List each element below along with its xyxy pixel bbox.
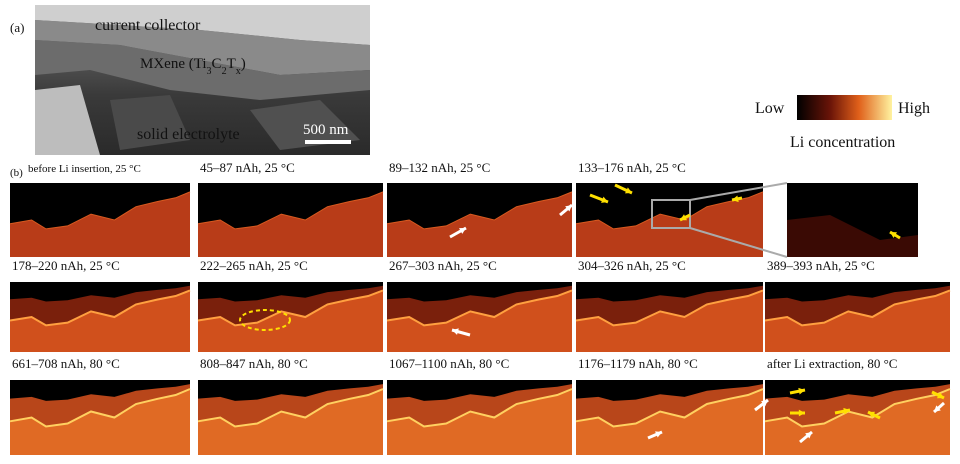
- arrow-head: [625, 187, 632, 194]
- sem-image: [35, 5, 370, 155]
- arrow-head: [601, 196, 608, 203]
- mxene-part: T: [227, 56, 236, 72]
- mxene-layer: [576, 384, 763, 427]
- frame-label: 89–132 nAh, 25 °C: [389, 160, 490, 175]
- arrow-head: [890, 232, 897, 239]
- electrolyte-label: solid electrolyte: [137, 126, 240, 143]
- arrow-head: [937, 392, 944, 399]
- interface-edge: [9, 289, 191, 327]
- arrow-head: [798, 409, 805, 417]
- electrolyte-region: [576, 290, 763, 352]
- mxene-layer: [576, 285, 763, 326]
- frame-label: before Li insertion, 25 °C: [28, 163, 141, 175]
- arrow-head: [805, 432, 812, 439]
- mxene-layer: [387, 285, 572, 326]
- frame-label: 45–87 nAh, 25 °C: [200, 160, 295, 175]
- mxene-label: MXene (Ti3C2Tx): [140, 56, 246, 77]
- frame-label: 222–265 nAh, 25 °C: [200, 258, 308, 273]
- mxene-part: MXene (Ti: [140, 56, 207, 72]
- frame-label: 389–393 nAh, 25 °C: [767, 258, 875, 273]
- electrolyte-region: [387, 191, 572, 257]
- mxene-part: ): [241, 56, 246, 72]
- frame-label: 661–708 nAh, 80 °C: [12, 356, 120, 371]
- interface-edge: [386, 191, 573, 230]
- mxene-layer: [198, 384, 383, 427]
- arrow-head: [761, 400, 768, 407]
- mxene-layer: [387, 384, 572, 427]
- frame-label: 267–303 nAh, 25 °C: [389, 258, 497, 273]
- zoom-line: [689, 182, 788, 201]
- interface-edge: [575, 388, 764, 428]
- mxene-part: 2: [222, 66, 227, 77]
- panel-b-label: (b): [10, 167, 23, 179]
- electrolyte-region: [198, 191, 383, 257]
- arrow-head: [452, 328, 459, 335]
- scale-bar-label: 500 nm: [303, 122, 349, 138]
- colorbar-high: High: [898, 100, 930, 117]
- electrolyte-region: [576, 191, 763, 257]
- electrolyte-region: [198, 389, 383, 455]
- colorbar-title: Li concentration: [790, 134, 895, 151]
- frame-label: 1176–1179 nAh, 80 °C: [578, 356, 698, 371]
- interface-edge: [9, 388, 191, 428]
- mxene-layer: [10, 285, 190, 326]
- interface-edge: [197, 289, 384, 327]
- zoom-feature: [787, 215, 918, 257]
- frame-label: 304–326 nAh, 25 °C: [578, 258, 686, 273]
- mxene-layer: [765, 384, 950, 427]
- current-collector-label: current collector: [95, 17, 201, 34]
- mxene-part: x: [236, 66, 241, 77]
- arrow-head: [680, 214, 687, 221]
- arrow-head: [843, 407, 850, 415]
- zoom-box: [651, 199, 691, 229]
- electrolyte-region: [10, 389, 190, 455]
- frame-label: after Li extraction, 80 °C: [767, 356, 897, 371]
- interface-edge: [386, 388, 573, 428]
- arrow-head: [655, 431, 662, 438]
- electrolyte-region: [765, 290, 950, 352]
- interface-edge: [764, 388, 951, 428]
- panel-a-label: (a): [10, 20, 24, 35]
- interface-edge: [575, 289, 764, 327]
- arrow-head: [565, 205, 572, 212]
- interface-edge: [764, 289, 951, 327]
- mxene-layer: [10, 384, 190, 427]
- electrolyte-region: [387, 389, 572, 455]
- frame-label: 133–176 nAh, 25 °C: [578, 160, 686, 175]
- frame-label: 808–847 nAh, 80 °C: [200, 356, 308, 371]
- frame-label: 1067–1100 nAh, 80 °C: [389, 356, 509, 371]
- interface-edge: [386, 289, 573, 327]
- arrow-head: [798, 387, 805, 395]
- mxene-part: C: [212, 56, 222, 72]
- interface-edge: [197, 191, 384, 230]
- electrolyte-region: [576, 389, 763, 455]
- mxene-part: 3: [207, 66, 212, 77]
- arrow-head: [732, 195, 739, 203]
- frame-label: 178–220 nAh, 25 °C: [12, 258, 120, 273]
- electrolyte-region: [765, 389, 950, 455]
- electrolyte-region: [387, 290, 572, 352]
- zoom-line: [689, 227, 788, 258]
- arrow-head: [459, 228, 466, 234]
- interface-edge: [197, 388, 384, 428]
- colorbar-low: Low: [755, 100, 785, 117]
- electrolyte-region: [10, 191, 190, 257]
- mxene-layer: [765, 285, 950, 326]
- highlight: [239, 309, 291, 331]
- arrow-head: [868, 411, 875, 418]
- colorbar: [797, 95, 892, 120]
- electrolyte-region: [10, 290, 190, 352]
- interface-edge: [9, 191, 191, 230]
- arrow-head: [934, 405, 941, 412]
